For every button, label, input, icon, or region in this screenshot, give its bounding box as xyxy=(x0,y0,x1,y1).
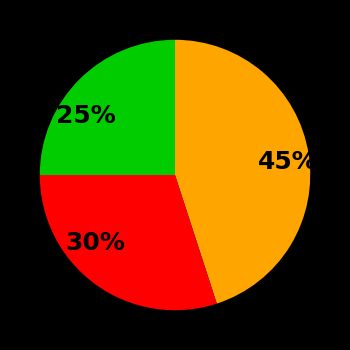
Text: 25%: 25% xyxy=(56,104,116,128)
Text: 30%: 30% xyxy=(66,231,126,255)
Wedge shape xyxy=(40,175,217,310)
Wedge shape xyxy=(40,40,175,175)
Text: 45%: 45% xyxy=(258,150,317,174)
Wedge shape xyxy=(175,40,310,303)
